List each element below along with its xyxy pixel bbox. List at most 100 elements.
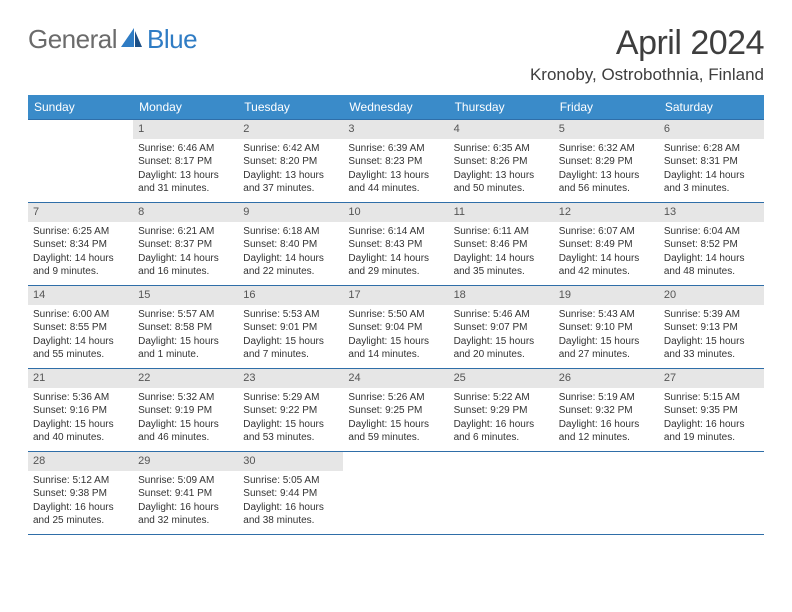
- calendar-week-row: 14Sunrise: 6:00 AMSunset: 8:55 PMDayligh…: [28, 286, 764, 369]
- daylight-text: Daylight: 14 hours: [454, 252, 549, 266]
- calendar-day-cell: 2Sunrise: 6:42 AMSunset: 8:20 PMDaylight…: [238, 120, 343, 202]
- calendar-week-row: 28Sunrise: 5:12 AMSunset: 9:38 PMDayligh…: [28, 452, 764, 535]
- sunrise-text: Sunrise: 5:19 AM: [559, 391, 654, 405]
- calendar-day-cell: 8Sunrise: 6:21 AMSunset: 8:37 PMDaylight…: [133, 203, 238, 285]
- calendar-day-cell: 10Sunrise: 6:14 AMSunset: 8:43 PMDayligh…: [343, 203, 448, 285]
- daylight-text: Daylight: 14 hours: [559, 252, 654, 266]
- sunrise-text: Sunrise: 5:05 AM: [243, 474, 338, 488]
- daylight-text: and 40 minutes.: [33, 431, 128, 445]
- day-number: 19: [554, 286, 659, 305]
- sunset-text: Sunset: 8:58 PM: [138, 321, 233, 335]
- weekday-header-cell: Wednesday: [343, 95, 448, 119]
- day-number: 26: [554, 369, 659, 388]
- sunrise-text: Sunrise: 6:28 AM: [664, 142, 759, 156]
- day-content: Sunrise: 6:14 AMSunset: 8:43 PMDaylight:…: [343, 222, 448, 285]
- day-number: 4: [449, 120, 554, 139]
- daylight-text: Daylight: 13 hours: [559, 169, 654, 183]
- daylight-text: and 56 minutes.: [559, 182, 654, 196]
- day-number: 13: [659, 203, 764, 222]
- daylight-text: Daylight: 15 hours: [348, 335, 443, 349]
- page-header: General Blue April 2024 Kronoby, Ostrobo…: [28, 24, 764, 85]
- daylight-text: and 48 minutes.: [664, 265, 759, 279]
- daylight-text: Daylight: 15 hours: [138, 418, 233, 432]
- calendar-day-cell: 4Sunrise: 6:35 AMSunset: 8:26 PMDaylight…: [449, 120, 554, 202]
- sunrise-text: Sunrise: 6:32 AM: [559, 142, 654, 156]
- daylight-text: and 53 minutes.: [243, 431, 338, 445]
- day-number: 20: [659, 286, 764, 305]
- weekday-header-cell: Saturday: [659, 95, 764, 119]
- daylight-text: Daylight: 13 hours: [243, 169, 338, 183]
- daylight-text: Daylight: 16 hours: [243, 501, 338, 515]
- day-number: 10: [343, 203, 448, 222]
- day-content: Sunrise: 5:53 AMSunset: 9:01 PMDaylight:…: [238, 305, 343, 368]
- sunset-text: Sunset: 8:55 PM: [33, 321, 128, 335]
- month-title: April 2024: [530, 24, 764, 63]
- sunrise-text: Sunrise: 6:14 AM: [348, 225, 443, 239]
- day-content: Sunrise: 5:32 AMSunset: 9:19 PMDaylight:…: [133, 388, 238, 451]
- calendar-day-empty: [554, 452, 659, 534]
- daylight-text: and 55 minutes.: [33, 348, 128, 362]
- daylight-text: Daylight: 15 hours: [454, 335, 549, 349]
- day-number: 12: [554, 203, 659, 222]
- daylight-text: Daylight: 14 hours: [348, 252, 443, 266]
- sunrise-text: Sunrise: 5:36 AM: [33, 391, 128, 405]
- day-content: Sunrise: 6:18 AMSunset: 8:40 PMDaylight:…: [238, 222, 343, 285]
- daylight-text: and 42 minutes.: [559, 265, 654, 279]
- calendar-day-cell: 22Sunrise: 5:32 AMSunset: 9:19 PMDayligh…: [133, 369, 238, 451]
- sunrise-text: Sunrise: 5:39 AM: [664, 308, 759, 322]
- daylight-text: Daylight: 15 hours: [138, 335, 233, 349]
- day-content: Sunrise: 5:36 AMSunset: 9:16 PMDaylight:…: [28, 388, 133, 451]
- daylight-text: and 44 minutes.: [348, 182, 443, 196]
- calendar-day-cell: 15Sunrise: 5:57 AMSunset: 8:58 PMDayligh…: [133, 286, 238, 368]
- sunset-text: Sunset: 9:19 PM: [138, 404, 233, 418]
- daylight-text: and 1 minute.: [138, 348, 233, 362]
- weekday-header-cell: Tuesday: [238, 95, 343, 119]
- calendar-day-cell: 9Sunrise: 6:18 AMSunset: 8:40 PMDaylight…: [238, 203, 343, 285]
- sunrise-text: Sunrise: 5:53 AM: [243, 308, 338, 322]
- calendar-day-cell: 27Sunrise: 5:15 AMSunset: 9:35 PMDayligh…: [659, 369, 764, 451]
- sunset-text: Sunset: 9:25 PM: [348, 404, 443, 418]
- day-number: 14: [28, 286, 133, 305]
- calendar-week-row: 21Sunrise: 5:36 AMSunset: 9:16 PMDayligh…: [28, 369, 764, 452]
- sunrise-text: Sunrise: 5:46 AM: [454, 308, 549, 322]
- calendar-day-cell: 1Sunrise: 6:46 AMSunset: 8:17 PMDaylight…: [133, 120, 238, 202]
- daylight-text: and 38 minutes.: [243, 514, 338, 528]
- logo-text-blue: Blue: [147, 24, 197, 55]
- day-number: 16: [238, 286, 343, 305]
- daylight-text: Daylight: 13 hours: [138, 169, 233, 183]
- sunset-text: Sunset: 9:10 PM: [559, 321, 654, 335]
- daylight-text: and 3 minutes.: [664, 182, 759, 196]
- sunrise-text: Sunrise: 5:57 AM: [138, 308, 233, 322]
- daylight-text: Daylight: 16 hours: [559, 418, 654, 432]
- logo: General Blue: [28, 24, 197, 55]
- daylight-text: and 14 minutes.: [348, 348, 443, 362]
- calendar-day-cell: 25Sunrise: 5:22 AMSunset: 9:29 PMDayligh…: [449, 369, 554, 451]
- day-content: Sunrise: 5:09 AMSunset: 9:41 PMDaylight:…: [133, 471, 238, 534]
- sunset-text: Sunset: 8:43 PM: [348, 238, 443, 252]
- daylight-text: Daylight: 15 hours: [559, 335, 654, 349]
- daylight-text: Daylight: 14 hours: [138, 252, 233, 266]
- sunrise-text: Sunrise: 6:46 AM: [138, 142, 233, 156]
- sunrise-text: Sunrise: 6:35 AM: [454, 142, 549, 156]
- day-number: 8: [133, 203, 238, 222]
- calendar-day-cell: 29Sunrise: 5:09 AMSunset: 9:41 PMDayligh…: [133, 452, 238, 534]
- day-number: 28: [28, 452, 133, 471]
- sunset-text: Sunset: 8:20 PM: [243, 155, 338, 169]
- day-number: 18: [449, 286, 554, 305]
- calendar-day-cell: 12Sunrise: 6:07 AMSunset: 8:49 PMDayligh…: [554, 203, 659, 285]
- sunset-text: Sunset: 8:26 PM: [454, 155, 549, 169]
- daylight-text: and 50 minutes.: [454, 182, 549, 196]
- daylight-text: and 37 minutes.: [243, 182, 338, 196]
- sunset-text: Sunset: 9:35 PM: [664, 404, 759, 418]
- daylight-text: and 6 minutes.: [454, 431, 549, 445]
- calendar-day-cell: 20Sunrise: 5:39 AMSunset: 9:13 PMDayligh…: [659, 286, 764, 368]
- daylight-text: Daylight: 14 hours: [243, 252, 338, 266]
- daylight-text: Daylight: 14 hours: [33, 252, 128, 266]
- weekday-header-cell: Sunday: [28, 95, 133, 119]
- day-content: Sunrise: 6:07 AMSunset: 8:49 PMDaylight:…: [554, 222, 659, 285]
- sunset-text: Sunset: 9:32 PM: [559, 404, 654, 418]
- day-content: Sunrise: 6:46 AMSunset: 8:17 PMDaylight:…: [133, 139, 238, 202]
- calendar-day-empty: [659, 452, 764, 534]
- calendar-day-cell: 28Sunrise: 5:12 AMSunset: 9:38 PMDayligh…: [28, 452, 133, 534]
- day-content: Sunrise: 5:39 AMSunset: 9:13 PMDaylight:…: [659, 305, 764, 368]
